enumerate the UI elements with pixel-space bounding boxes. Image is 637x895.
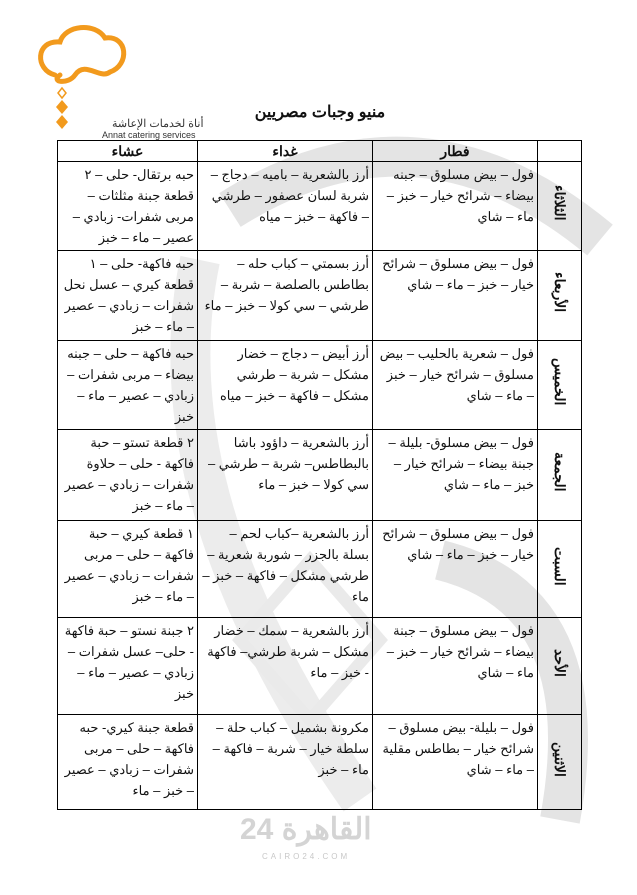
- lunch-cell: أرز بالشعرية – داؤود باشا بالبطاطس– شربة…: [197, 429, 373, 521]
- table-row: الثلاثاء فول – بيض مسلوق – جبنه بيضاء – …: [57, 161, 582, 251]
- day-cell: الجمعة: [537, 429, 582, 521]
- watermark-text: القاهرة 24: [240, 813, 372, 846]
- lunch-cell: أرز بالشعرية – باميه – دجاج – شربة لسان …: [197, 161, 373, 251]
- lunch-cell: أرز بالشعرية – سمك – خضار مشكل – شربة طر…: [197, 617, 373, 715]
- header-row: فطار غداء عشاء: [57, 140, 582, 162]
- watermark-subtext: CAIRO24.COM: [262, 852, 351, 861]
- day-label: الأحد: [552, 649, 568, 677]
- day-cell: الأحد: [537, 617, 582, 715]
- day-cell: السبت: [537, 520, 582, 618]
- day-label: الاثنين: [552, 741, 568, 777]
- breakfast-cell: فول – بيض مسلوق – جبنة بيضاء – شرائح خيا…: [372, 617, 538, 715]
- logo-arabic-name: أناة لخدمات الإعاشة: [112, 118, 204, 130]
- day-cell: الثلاثاء: [537, 161, 582, 251]
- lunch-cell: مكرونة بشميل – كباب حلة – سلطة خيار – شر…: [197, 714, 373, 810]
- logo-english-name: Annat catering services: [102, 130, 196, 140]
- day-label: الخميس: [552, 358, 568, 406]
- day-label: الثلاثاء: [552, 185, 568, 221]
- dinner-cell: ٢ جبنة نستو – حبة فاكهة - حلى– عسل شفرات…: [57, 617, 198, 715]
- day-cell: الخميس: [537, 340, 582, 430]
- breakfast-cell: فول – بيض مسلوق – شرائح خيار – خبز – ماء…: [372, 520, 538, 618]
- lunch-cell: أرز بالشعرية –كباب لحم – بسلة بالجزر – ش…: [197, 520, 373, 618]
- header-day: [537, 140, 582, 162]
- breakfast-cell: فول – بيض مسلوق- بليلة – جبنة بيضاء – شر…: [372, 429, 538, 521]
- table-row: الجمعة فول – بيض مسلوق- بليلة – جبنة بيض…: [57, 429, 582, 521]
- breakfast-cell: فول – بيض مسلوق – شرائح خيار – خبز – ماء…: [372, 250, 538, 341]
- table-row: الاثنين فول – بليلة- بيض مسلوق – شرائح خ…: [57, 714, 582, 810]
- day-cell: الأربعاء: [537, 250, 582, 341]
- day-label: السبت: [552, 546, 568, 586]
- chef-hat-icon: [38, 24, 127, 129]
- dinner-cell: قطعة جبنة كيري- حبه فاكهة – حلى – مربى ش…: [57, 714, 198, 810]
- breakfast-cell: فول – بليلة- بيض مسلوق – شرائح خيار – بط…: [372, 714, 538, 810]
- menu-table: فطار غداء عشاء الثلاثاء فول – بيض مسلوق …: [57, 140, 582, 810]
- header-breakfast: فطار: [372, 140, 538, 162]
- lunch-cell: أرز أبيض – دجاج – خضار مشكل – شربة – طرش…: [197, 340, 373, 430]
- company-logo: أناة لخدمات الإعاشة Annat catering servi…: [30, 20, 204, 140]
- dinner-cell: ٢ قطعة تستو – حبة فاكهة - حلى – حلاوة شف…: [57, 429, 198, 521]
- table-row: الأحد فول – بيض مسلوق – جبنة بيضاء – شرا…: [57, 617, 582, 715]
- table-row: الأربعاء فول – بيض مسلوق – شرائح خيار – …: [57, 250, 582, 341]
- header-dinner: عشاء: [57, 140, 198, 162]
- dinner-cell: حبه فاكهة – حلى – جبنه بيضاء – مربى شفرا…: [57, 340, 198, 430]
- day-label: الجمعة: [552, 452, 568, 492]
- breakfast-cell: فول – بيض مسلوق – جبنه بيضاء – شرائح خيا…: [372, 161, 538, 251]
- header-lunch: غداء: [197, 140, 373, 162]
- day-label: الأربعاء: [552, 272, 568, 313]
- dinner-cell: حبه برتقال- حلى – ٢ قطعة جبنة مثلثات – م…: [57, 161, 198, 251]
- dinner-cell: ١ قطعة كيري – حبة فاكهة – حلى – مربى شفر…: [57, 520, 198, 618]
- lunch-cell: أرز بسمتي – كباب حله – بطاطس بالصلصة – ش…: [197, 250, 373, 341]
- breakfast-cell: فول – شعرية بالحليب – بيض مسلوق – شرائح …: [372, 340, 538, 430]
- table-row: الخميس فول – شعرية بالحليب – بيض مسلوق –…: [57, 340, 582, 430]
- day-cell: الاثنين: [537, 714, 582, 810]
- dinner-cell: حبه فاكهة- حلى – ١ قطعة كيري – عسل نحل ش…: [57, 250, 198, 341]
- page-title: منيو وجبات مصريين: [254, 104, 386, 121]
- table-row: السبت فول – بيض مسلوق – شرائح خيار – خبز…: [57, 520, 582, 618]
